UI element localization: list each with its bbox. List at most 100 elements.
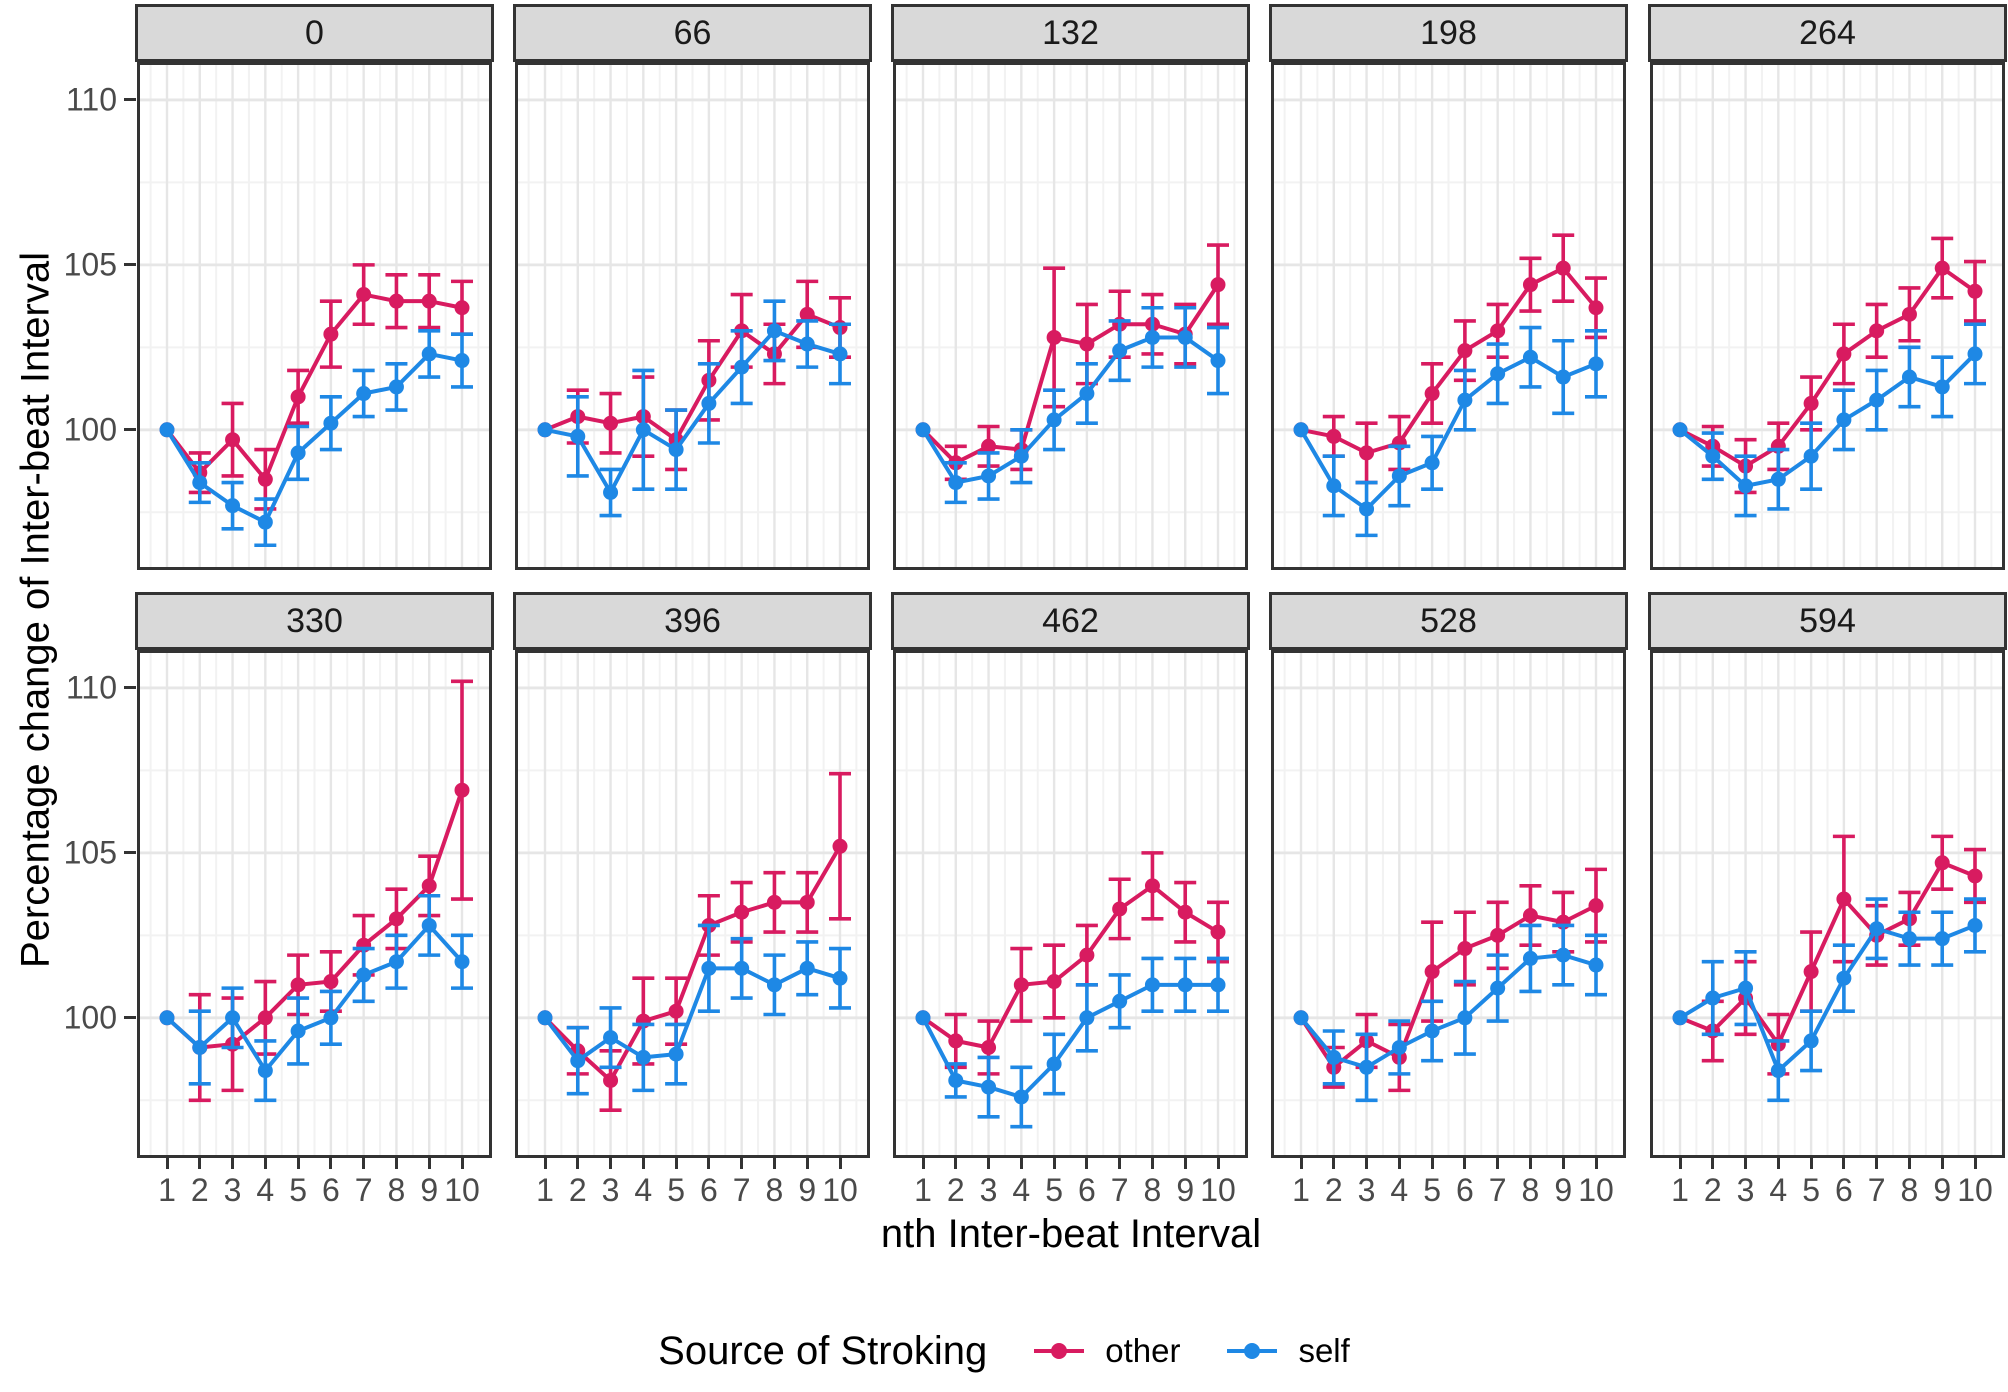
y-tick-mark (124, 851, 136, 855)
x-tick-mark (805, 1158, 809, 1169)
x-tick-mark (1940, 1158, 1944, 1169)
x-tick-label: 3 (223, 1172, 242, 1208)
x-tick-mark (1561, 1158, 1565, 1169)
x-tick-mark (1776, 1158, 1780, 1169)
x-tick-mark (1052, 1158, 1056, 1169)
facet-header-462: 462 (891, 592, 1250, 650)
facet-header-330: 330 (135, 592, 494, 650)
series-other (1293, 233, 1607, 485)
facet-header-132: 132 (891, 4, 1250, 62)
y-tick-mark (124, 1016, 136, 1020)
y-tick-label: 100 (63, 411, 117, 448)
legend-item-label: other (1105, 1332, 1181, 1369)
facet-header-0: 0 (135, 4, 494, 62)
self-series-key-icon (1227, 1343, 1278, 1359)
x-tick-label: 8 (1143, 1172, 1162, 1208)
legend-title: Source of Stroking (658, 1328, 988, 1373)
x-tick-mark (674, 1158, 678, 1169)
series-self (537, 299, 851, 518)
x-tick-label: 6 (699, 1172, 718, 1208)
x-tick-mark (165, 1158, 169, 1169)
x-tick-label: 3 (1357, 1172, 1376, 1208)
x-tick-label: 10 (444, 1172, 480, 1208)
series-self (1293, 923, 1607, 1103)
facet-panel-plot-396 (515, 650, 870, 1158)
x-tick-mark (394, 1158, 398, 1169)
y-tick-mark (124, 686, 136, 690)
series-self (1672, 897, 1986, 1103)
facet-header-66: 66 (513, 4, 872, 62)
x-tick-label: 2 (190, 1172, 209, 1208)
y-tick-mark (124, 263, 136, 267)
x-tick-label: 7 (1867, 1172, 1886, 1208)
facet-header-198: 198 (1269, 4, 1628, 62)
facet-header-264: 264 (1648, 4, 2007, 62)
x-tick-label: 1 (1292, 1172, 1310, 1208)
facet-header-594: 594 (1648, 592, 2007, 650)
x-tick-label: 9 (1554, 1172, 1573, 1208)
legend: Source of Stroking other self (0, 1316, 2008, 1386)
y-tick-label: 100 (63, 999, 117, 1036)
x-tick-mark (263, 1158, 267, 1169)
x-tick-mark (1744, 1158, 1748, 1169)
y-tick-mark (124, 98, 136, 102)
x-tick-label: 9 (1933, 1172, 1952, 1208)
x-tick-mark (609, 1158, 613, 1169)
x-tick-mark (198, 1158, 202, 1169)
x-tick-label: 9 (1176, 1172, 1195, 1208)
x-tick-label: 8 (1521, 1172, 1540, 1208)
x-tick-label: 3 (601, 1172, 620, 1208)
x-tick-mark (987, 1158, 991, 1169)
x-tick-mark (1397, 1158, 1401, 1169)
y-tick-mark (124, 428, 136, 432)
x-tick-mark (1299, 1158, 1303, 1169)
y-tick-label: 110 (65, 81, 117, 118)
facet-label: 66 (673, 13, 712, 52)
facet-panel-plot-462 (893, 650, 1248, 1158)
x-tick-mark (296, 1158, 300, 1169)
x-tick-mark (1711, 1158, 1715, 1169)
x-tick-mark (576, 1158, 580, 1169)
facet-panel-plot-330 (137, 650, 492, 1158)
facet-label: 594 (1799, 601, 1856, 640)
x-tick-label: 7 (1488, 1172, 1507, 1208)
x-tick-mark (1183, 1158, 1187, 1169)
x-tick-label: 5 (667, 1172, 686, 1208)
x-tick-label: 4 (1012, 1172, 1031, 1208)
series-self (915, 956, 1229, 1129)
x-tick-mark (1332, 1158, 1336, 1169)
x-tick-mark (1842, 1158, 1846, 1169)
x-tick-label: 6 (1455, 1172, 1474, 1208)
x-tick-mark (1216, 1158, 1220, 1169)
x-tick-mark (772, 1158, 776, 1169)
x-tick-label: 2 (568, 1172, 587, 1208)
series-other (159, 263, 473, 511)
x-tick-label: 10 (1200, 1172, 1236, 1208)
x-tick-label: 10 (822, 1172, 858, 1208)
x-tick-mark (1496, 1158, 1500, 1169)
facet-label: 396 (664, 601, 721, 640)
legend-item-other: other (1031, 1332, 1180, 1370)
facet-header-396: 396 (513, 592, 872, 650)
x-tick-label: 3 (979, 1172, 998, 1208)
x-tick-label: 2 (1324, 1172, 1343, 1208)
x-tick-label: 8 (765, 1172, 784, 1208)
x-tick-mark (1365, 1158, 1369, 1169)
x-tick-mark (641, 1158, 645, 1169)
x-tick-label: 5 (1045, 1172, 1064, 1208)
x-tick-mark (1973, 1158, 1977, 1169)
x-tick-mark (1907, 1158, 1911, 1169)
x-tick-label: 2 (1703, 1172, 1722, 1208)
x-tick-mark (1463, 1158, 1467, 1169)
x-tick-label: 6 (1077, 1172, 1096, 1208)
x-tick-label: 4 (634, 1172, 653, 1208)
facet-panel-plot-198 (1271, 62, 1626, 570)
x-tick-label: 7 (1110, 1172, 1129, 1208)
x-tick-mark (1678, 1158, 1682, 1169)
x-tick-mark (707, 1158, 711, 1169)
x-tick-mark (1875, 1158, 1879, 1169)
x-tick-mark (1150, 1158, 1154, 1169)
y-tick-label: 105 (63, 246, 117, 283)
facet-label: 264 (1799, 13, 1856, 52)
